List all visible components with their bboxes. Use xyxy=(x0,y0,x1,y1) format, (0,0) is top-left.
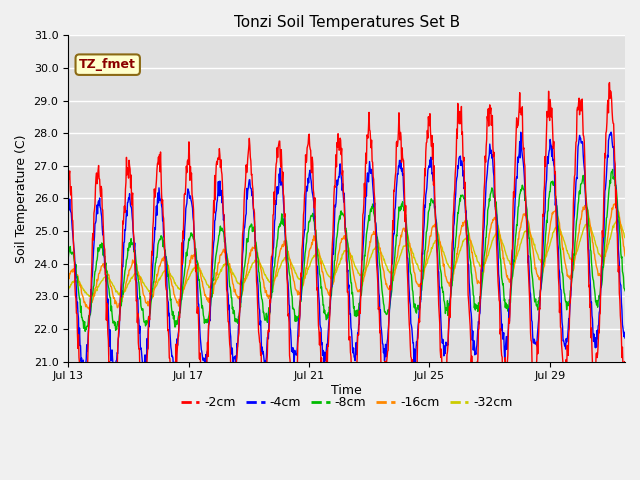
-8cm xyxy=(621,288,629,294)
-4cm xyxy=(272,198,280,204)
-4cm xyxy=(586,264,593,270)
-4cm xyxy=(467,311,475,317)
-4cm xyxy=(64,208,72,214)
-4cm xyxy=(621,335,629,341)
-4cm xyxy=(607,129,615,135)
-32cm xyxy=(613,217,621,223)
-32cm xyxy=(586,223,593,228)
-16cm xyxy=(86,307,93,312)
Line: -8cm: -8cm xyxy=(68,169,625,331)
-32cm xyxy=(352,266,360,272)
-4cm xyxy=(352,340,360,346)
-16cm xyxy=(272,273,280,278)
-2cm xyxy=(352,367,360,373)
-16cm xyxy=(621,253,629,259)
-2cm xyxy=(64,171,72,177)
Line: -32cm: -32cm xyxy=(68,220,625,297)
-8cm xyxy=(81,328,89,334)
-16cm xyxy=(64,277,72,283)
-32cm xyxy=(138,276,145,282)
-8cm xyxy=(467,269,475,275)
-8cm xyxy=(609,167,616,172)
-4cm xyxy=(171,372,179,377)
-16cm xyxy=(611,201,619,206)
-32cm xyxy=(64,287,72,292)
-16cm xyxy=(138,282,145,288)
-2cm xyxy=(605,80,613,85)
-2cm xyxy=(467,359,475,365)
Title: Tonzi Soil Temperatures Set B: Tonzi Soil Temperatures Set B xyxy=(234,15,460,30)
-16cm xyxy=(212,270,220,276)
-2cm xyxy=(586,282,593,288)
Text: TZ_fmet: TZ_fmet xyxy=(79,58,136,71)
Y-axis label: Soil Temperature (C): Soil Temperature (C) xyxy=(15,134,28,263)
-8cm xyxy=(138,305,145,311)
-2cm xyxy=(212,161,220,167)
X-axis label: Time: Time xyxy=(332,384,362,397)
-4cm xyxy=(137,345,145,351)
-8cm xyxy=(64,256,72,262)
Line: -4cm: -4cm xyxy=(68,132,625,374)
-16cm xyxy=(586,216,593,222)
-2cm xyxy=(137,364,145,370)
-32cm xyxy=(212,277,220,283)
-32cm xyxy=(87,294,95,300)
-8cm xyxy=(272,253,280,259)
-2cm xyxy=(272,169,280,175)
-8cm xyxy=(586,232,593,238)
Legend: -2cm, -4cm, -8cm, -16cm, -32cm: -2cm, -4cm, -8cm, -16cm, -32cm xyxy=(175,391,518,414)
-16cm xyxy=(467,246,475,252)
-32cm xyxy=(467,240,475,245)
-32cm xyxy=(272,275,280,280)
-32cm xyxy=(621,235,629,240)
-8cm xyxy=(212,251,220,256)
-16cm xyxy=(352,284,360,289)
-8cm xyxy=(352,313,360,319)
Line: -16cm: -16cm xyxy=(68,204,625,310)
Line: -2cm: -2cm xyxy=(68,83,625,416)
-2cm xyxy=(621,365,629,371)
-4cm xyxy=(212,208,220,214)
-2cm xyxy=(200,413,207,419)
